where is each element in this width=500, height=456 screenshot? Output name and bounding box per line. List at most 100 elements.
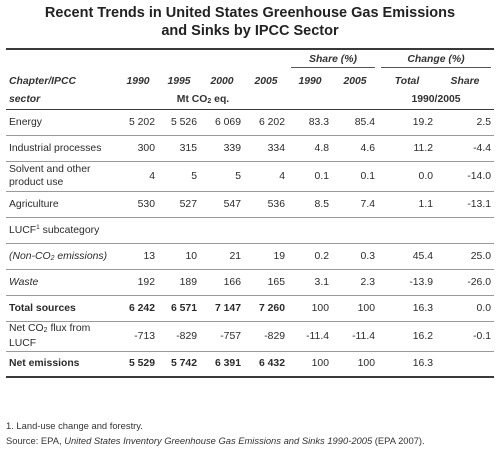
cell: -14.0 [436,161,494,192]
change-period-header: 1990/2005 [378,91,494,110]
cell: 19.2 [378,109,436,136]
cell: 5 529 [118,351,158,378]
cell: 166 [200,269,244,296]
cell: 7.4 [332,191,378,218]
row-label: (Non-CO2 emissions) [6,243,118,270]
cell: 4.6 [332,135,378,162]
row-label: Total sources [6,295,118,322]
table-row: Energy 5 202 5 526 6 069 6 202 83.3 85.4… [6,109,494,136]
cell: -13.1 [436,191,494,218]
row-label: Net CO2 flux from LUCF [6,321,118,352]
table-row: Industrial processes 300 315 339 334 4.8… [6,135,494,162]
cell: 6 242 [118,295,158,322]
cell: 5 742 [158,351,200,378]
table-row-subcategory: LUCF1 subcategory [6,217,494,244]
cell [436,351,494,378]
cell: 5 [200,161,244,192]
cell: 16.3 [378,351,436,378]
cell: 13 [118,243,158,270]
cell: 300 [118,135,158,162]
row-label: Net emissions [6,351,118,378]
table-title: Recent Trends in United States Greenhous… [0,4,500,40]
emissions-table-container: Share (%) Change (%) Chapter/IPCC 1990 1… [6,48,494,378]
cell: 100 [288,295,332,322]
cell: 100 [288,351,332,378]
row-label: Industrial processes [6,135,118,162]
cell: 2.3 [332,269,378,296]
cell: 527 [158,191,200,218]
row-label: LUCF1 subcategory [6,217,494,244]
cell: 5 [158,161,200,192]
cell: 165 [244,269,288,296]
cell: 6 432 [244,351,288,378]
unit-header: Mt CO2 eq. [118,91,288,110]
cell: 100 [332,351,378,378]
table-notes: 1. Land-use change and forestry. Source:… [6,418,496,448]
cell: 192 [118,269,158,296]
cell: 2.5 [436,109,494,136]
cell: 10 [158,243,200,270]
cell: 4.8 [288,135,332,162]
cell: 7 147 [200,295,244,322]
cell: 1.1 [378,191,436,218]
chapter-header: Chapter/IPCC [9,75,76,87]
table-row: Solvent and other product use 4 5 5 4 0.1… [6,161,494,192]
share-group-header: Share (%) [288,48,378,71]
cell: 6 069 [200,109,244,136]
cell: 6 391 [200,351,244,378]
cell: 3.1 [288,269,332,296]
header-row-units: sector Mt CO2 eq. 1990/2005 [6,91,494,110]
share-year-1990: 1990 [298,75,322,87]
cell: 536 [244,191,288,218]
header-row-years: Chapter/IPCC 1990 1995 2000 2005 1990 20… [6,71,494,91]
cell: 6 202 [244,109,288,136]
change-group-header: Change (%) [378,48,494,71]
cell: -11.4 [332,321,378,352]
cell: 339 [200,135,244,162]
cell: -757 [200,321,244,352]
cell: 19 [244,243,288,270]
cell: 5 202 [118,109,158,136]
year-header-1990: 1990 [126,75,150,87]
emissions-table: Share (%) Change (%) Chapter/IPCC 1990 1… [6,48,494,378]
cell: 4 [244,161,288,192]
cell: -26.0 [436,269,494,296]
table-row-net-emissions: Net emissions 5 529 5 742 6 391 6 432 10… [6,351,494,378]
cell: 21 [200,243,244,270]
cell: 100 [332,295,378,322]
cell: 45.4 [378,243,436,270]
cell: 16.3 [378,295,436,322]
change-share-header: Share [450,75,480,87]
table-row: (Non-CO2 emissions) 13 10 21 19 0.2 0.3 … [6,243,494,270]
title-line-2: and Sinks by IPCC Sector [161,23,339,39]
cell: 7 260 [244,295,288,322]
row-label: Energy [6,109,118,136]
cell: -0.1 [436,321,494,352]
cell: -11.4 [288,321,332,352]
cell: 11.2 [378,135,436,162]
header-row-groups: Share (%) Change (%) [6,48,494,71]
title-line-1: Recent Trends in United States Greenhous… [44,5,456,21]
cell: 334 [244,135,288,162]
cell: -713 [118,321,158,352]
cell: 0.1 [332,161,378,192]
cell: 315 [158,135,200,162]
row-label: Waste [6,269,118,296]
year-header-1995: 1995 [167,75,191,87]
cell: 5 526 [158,109,200,136]
cell: 85.4 [332,109,378,136]
year-header-2000: 2000 [210,75,234,87]
cell: 0.3 [332,243,378,270]
cell: 0.0 [436,295,494,322]
footnote: 1. Land-use change and forestry. [6,420,143,431]
row-label: Agriculture [6,191,118,218]
row-label: Solvent and other product use [6,161,118,192]
sector-header: sector [6,91,118,110]
cell: -829 [158,321,200,352]
cell: 16.2 [378,321,436,352]
cell: 6 571 [158,295,200,322]
source-note: Source: EPA, United States Inventory Gre… [6,435,425,446]
table-row: Net CO2 flux from LUCF -713 -829 -757 -8… [6,321,494,352]
year-header-2005: 2005 [254,75,278,87]
cell: 8.5 [288,191,332,218]
